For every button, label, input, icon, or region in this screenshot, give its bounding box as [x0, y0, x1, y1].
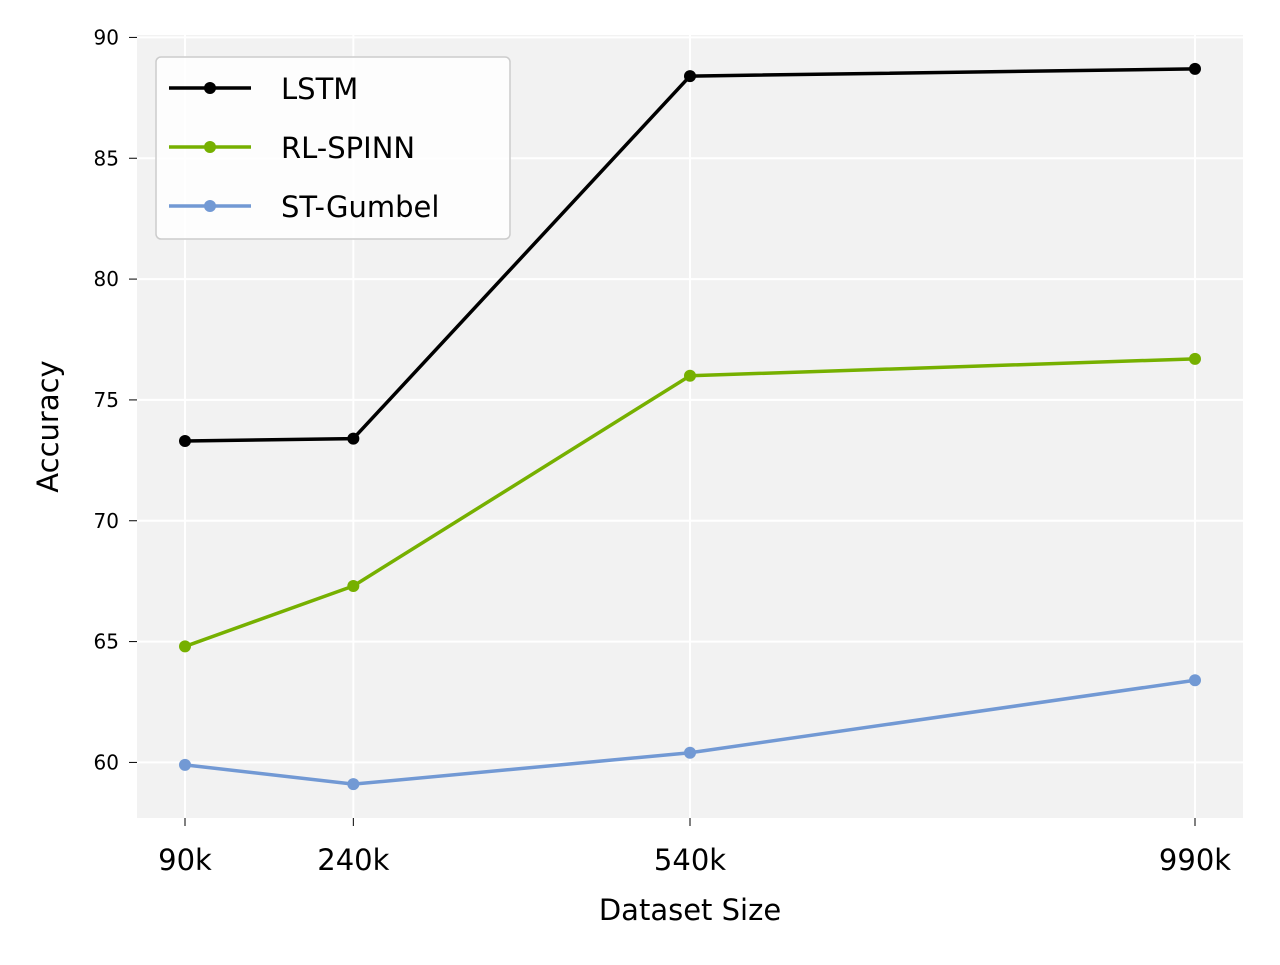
legend-box: [155, 56, 511, 240]
series: [179, 62, 1201, 791]
series-lstm: [179, 62, 1201, 447]
x-axis-label: Dataset Size: [599, 893, 781, 927]
x-tick-label: 240k: [317, 843, 389, 877]
y-tick-label: 85: [94, 146, 119, 170]
legend-label: ST-Gumbel: [281, 190, 439, 224]
data-point: [347, 580, 360, 592]
y-tick-label: 70: [94, 509, 119, 533]
data-point: [179, 640, 191, 653]
data-point: [684, 369, 696, 382]
data-point: [179, 758, 191, 771]
series-line: [184, 678, 1196, 786]
y-axis-label: Accuracy: [31, 360, 65, 492]
legend-swatch-marker: [204, 141, 216, 153]
x-tick-label: 990k: [1159, 843, 1231, 877]
series-st-gumbel: [179, 674, 1201, 791]
data-point: [684, 746, 696, 759]
data-point: [1189, 674, 1201, 687]
y-tick-label: 60: [94, 750, 119, 774]
y-tick-label: 80: [94, 267, 119, 291]
data-point: [684, 70, 696, 83]
x-tick-label: 90k: [158, 843, 212, 877]
series-line: [184, 67, 1196, 443]
data-point: [1189, 352, 1201, 365]
legend-label: RL-SPINN: [281, 131, 415, 165]
x-tick-label: 540k: [654, 843, 726, 877]
y-tick-label: 90: [94, 25, 119, 49]
data-point: [179, 435, 191, 447]
legend-swatch-marker: [204, 82, 216, 94]
x-axis-ticks: 90k 240k 540k 990k: [158, 818, 1231, 877]
legend-label: LSTM: [281, 72, 358, 106]
data-point: [1189, 62, 1201, 75]
data-point: [347, 432, 360, 445]
series-rl-spinn: [179, 352, 1201, 653]
series-line: [184, 357, 1196, 649]
y-tick-label: 65: [94, 630, 119, 654]
data-point: [347, 778, 360, 791]
legend-swatch-marker: [204, 200, 216, 212]
legend: LSTM RL-SPINN ST-Gumbel: [155, 56, 511, 240]
y-axis-ticks: 60 65 70 75 80 85 90: [94, 25, 137, 774]
y-tick-label: 75: [94, 388, 119, 412]
